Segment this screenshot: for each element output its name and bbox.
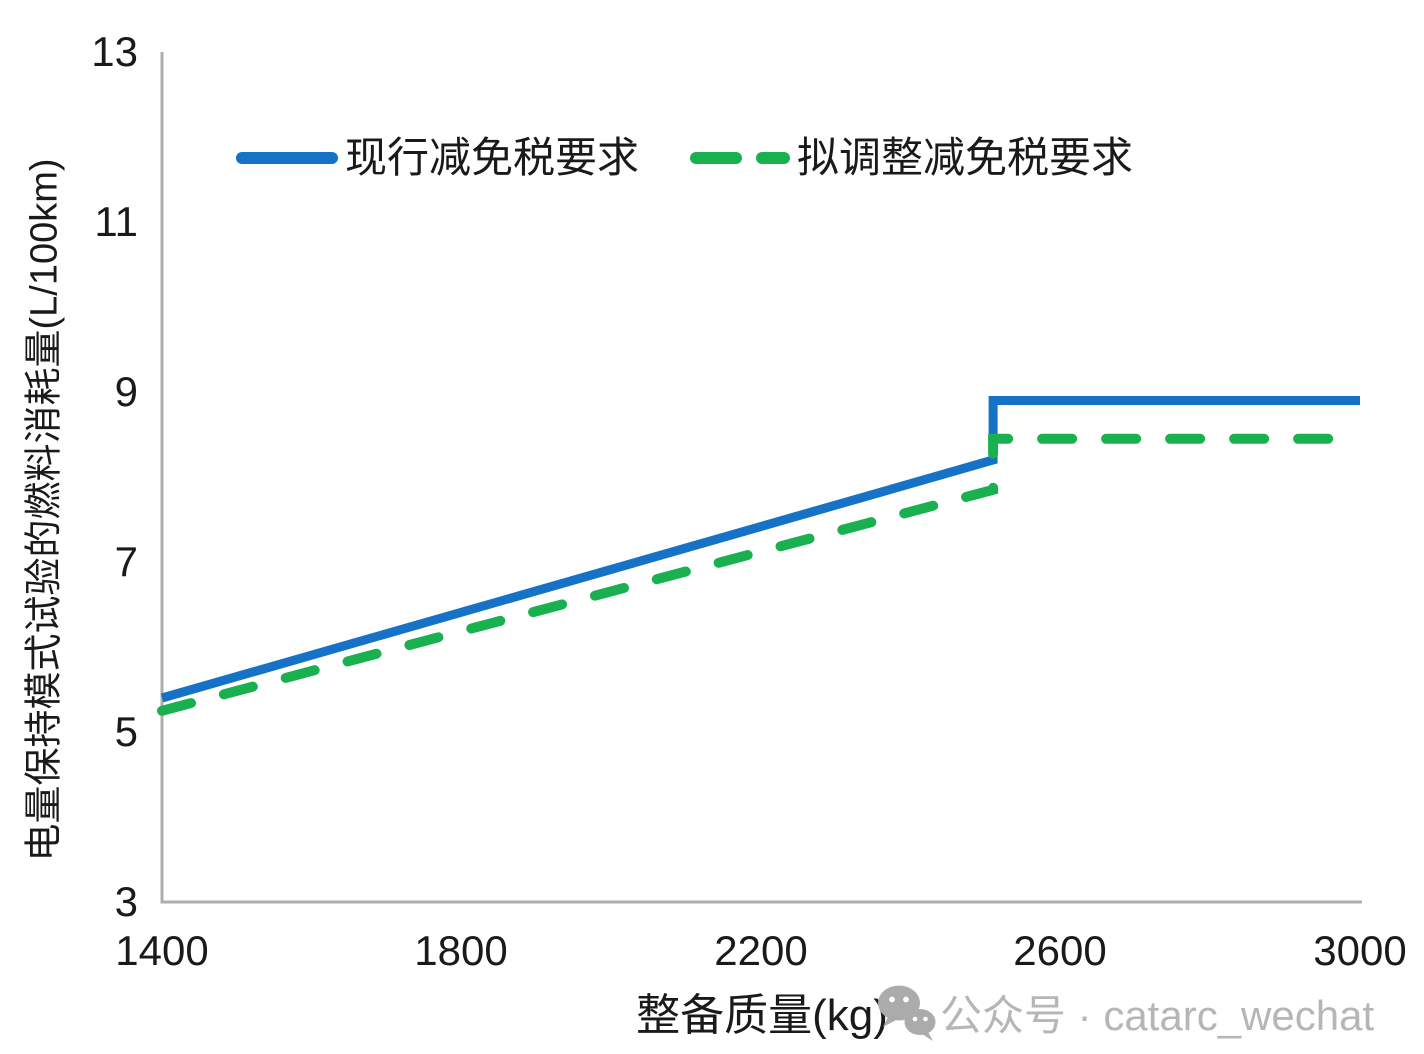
x-axis-title: 整备质量(kg) — [636, 991, 888, 1040]
legend-swatch-proposed-dash-2 — [756, 152, 790, 164]
legend-label-proposed: 拟调整减免税要求 — [797, 134, 1134, 181]
y-tick-label: 7 — [114, 538, 138, 585]
y-tick-label: 9 — [114, 368, 138, 415]
x-tick-label: 1800 — [414, 927, 508, 974]
watermark-text: 公众号 · catarc_wechat — [940, 992, 1375, 1039]
wechat-icon — [876, 984, 936, 1044]
series-line-current — [160, 396, 1360, 703]
series-line-proposed — [157, 433, 1365, 716]
legend-swatch-proposed-dash-1 — [690, 152, 742, 164]
y-tick-label: 5 — [114, 708, 138, 755]
legend-label-current: 现行减免税要求 — [345, 134, 640, 181]
x-tick-label: 2200 — [714, 927, 808, 974]
y-axis-title: 电量保持模式试验的燃料消耗量(L/100km) — [23, 158, 66, 862]
legend-swatch-current — [236, 152, 338, 164]
y-tick-label: 11 — [94, 198, 138, 245]
y-tick-label: 13 — [91, 28, 138, 75]
x-tick-label: 2600 — [1013, 927, 1107, 974]
x-tick-label: 1400 — [115, 927, 209, 974]
y-tick-label: 3 — [114, 878, 138, 925]
x-tick-label: 3000 — [1313, 927, 1407, 974]
axis-lines — [160, 52, 1362, 904]
